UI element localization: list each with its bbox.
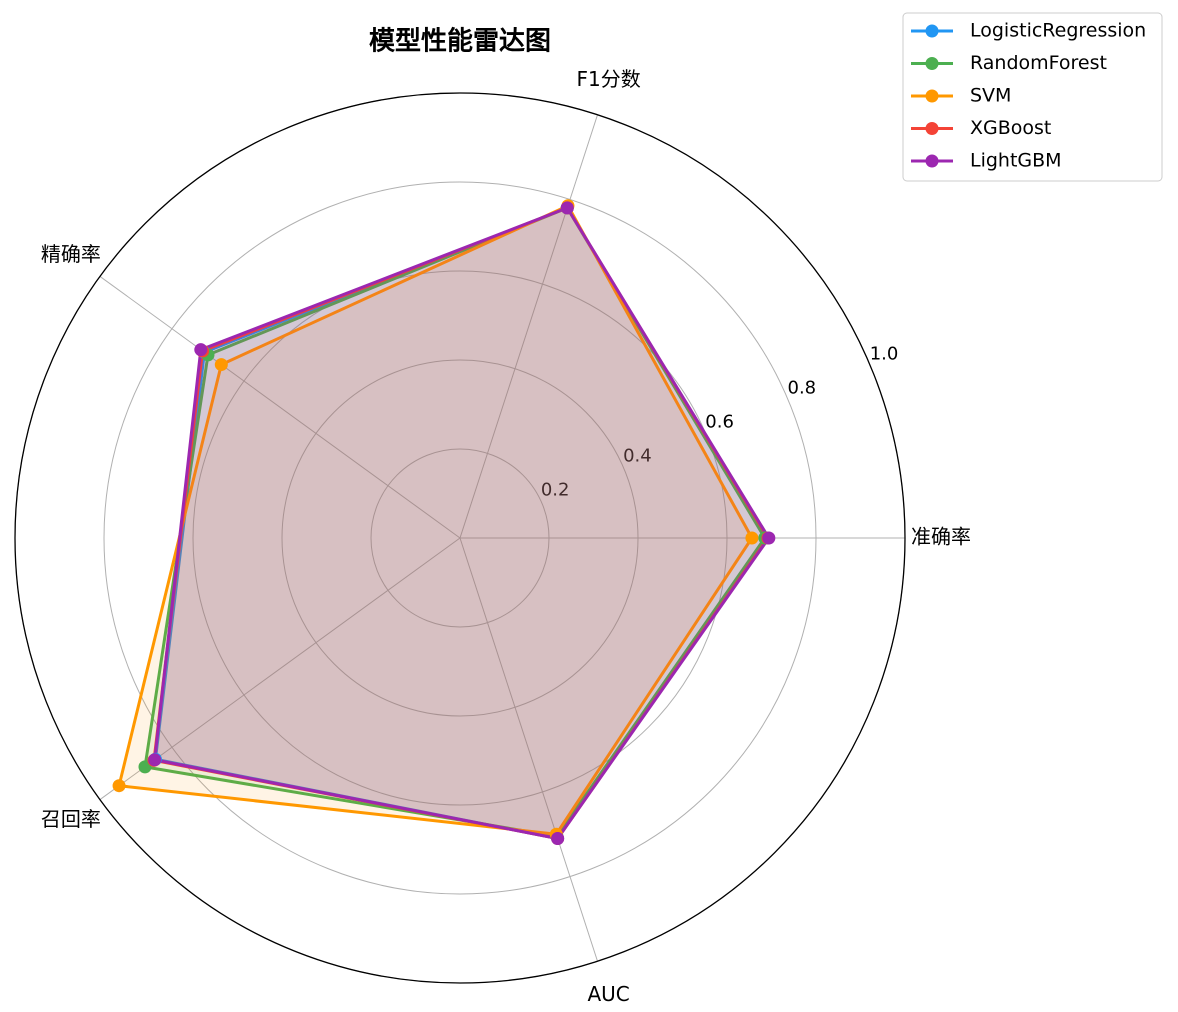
series-area (155, 207, 767, 839)
legend: LogisticRegression RandomForest SVM XGBoost… (902, 12, 1163, 182)
legend-marker (925, 24, 939, 38)
legend-label: LogisticRegression (970, 20, 1146, 42)
category-label: 召回率 (41, 807, 101, 831)
r-tick-label: 0.2 (541, 480, 570, 501)
legend-marker (925, 89, 939, 103)
r-tick-label: 1.0 (870, 343, 899, 364)
r-tick-label: 0.6 (705, 411, 734, 432)
chart-title: 模型性能雷达图 (369, 26, 551, 57)
data-point (112, 779, 126, 793)
series-area (153, 207, 768, 839)
legend-marker (925, 57, 939, 70)
data-point (138, 760, 152, 774)
data-point (745, 531, 759, 545)
category-label: F1分数 (577, 67, 641, 91)
data-point (551, 831, 565, 845)
series-line (153, 206, 771, 840)
series-area (144, 207, 765, 837)
legend-marker (925, 122, 939, 135)
data-point (762, 531, 776, 545)
series-area (154, 207, 769, 839)
data-point (214, 358, 228, 372)
legend-marker (925, 154, 939, 168)
legend-box (902, 12, 1163, 182)
legend-label: SVM (970, 85, 1011, 107)
axis-spoke (459, 537, 598, 962)
data-point (194, 343, 208, 357)
category-label: AUC (587, 982, 629, 1006)
data-point (148, 753, 162, 767)
legend-label: XGBoost (970, 117, 1051, 139)
r-tick-label: 0.8 (788, 377, 817, 398)
legend-label: LightGBM (970, 150, 1062, 172)
outer-spine (14, 92, 906, 984)
axis-spoke (459, 114, 598, 539)
category-label: 准确率 (911, 525, 971, 549)
series-area (119, 205, 752, 835)
data-point (560, 201, 574, 215)
axis-spoke (99, 276, 461, 539)
legend-label: RandomForest (970, 52, 1107, 74)
r-tick-label: 0.4 (623, 446, 652, 467)
plot-area (112, 199, 776, 845)
category-label: 精确率 (41, 242, 101, 266)
